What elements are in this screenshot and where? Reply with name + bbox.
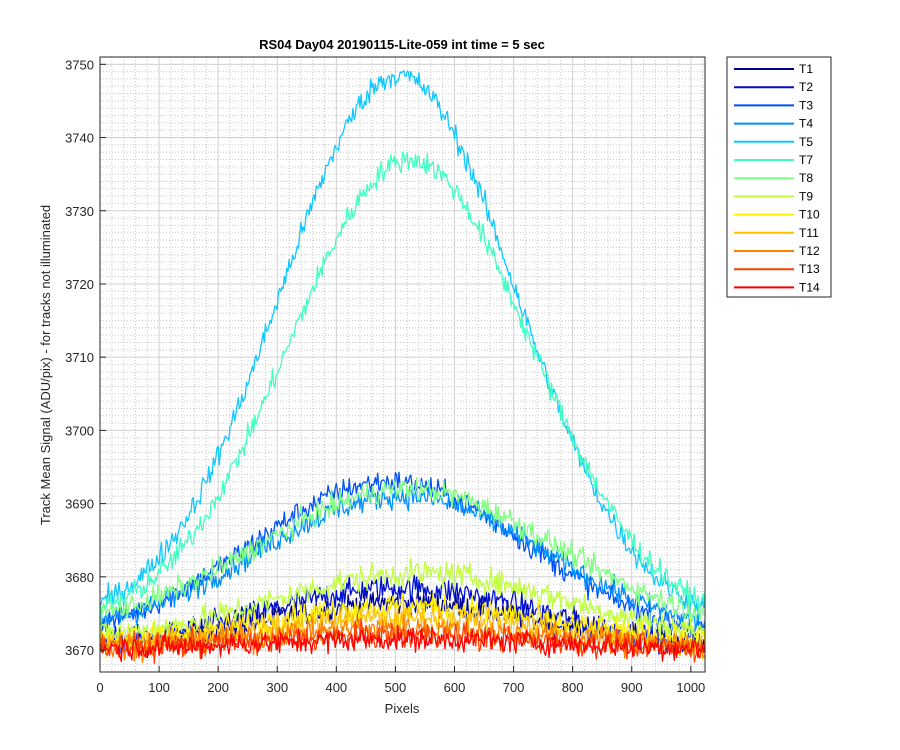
legend-label-t12: T12 [799,244,820,258]
series-line-t14 [99,624,706,663]
x-tick-label: 600 [444,680,466,695]
y-tick-label: 3720 [65,277,94,292]
series-line-t8 [99,477,706,628]
series-line-t5 [99,69,706,618]
x-tick-label: 300 [266,680,288,695]
y-tick-label: 3710 [65,350,94,365]
x-axis-label: Pixels [385,701,420,716]
x-tick-label: 200 [207,680,229,695]
x-tick-label: 400 [325,680,347,695]
legend-label-t7: T7 [799,153,813,167]
y-tick-label: 3700 [65,423,94,438]
x-tick-label: 500 [385,680,407,695]
series-line-t7 [99,151,706,619]
legend-label-t13: T13 [799,262,820,276]
plot-area: 0 100 200 300 400 500 600 700 800 900 1000 3670 368… [65,56,706,695]
legend-label-t5: T5 [799,135,813,149]
legend: T1 T2 T3 T4 T5 T7 T8 T9 T10 T11 T12 T13 T14 [726,56,832,298]
series-layer [99,69,706,665]
x-tick-label: 100 [148,680,170,695]
plot-frame [99,56,706,673]
legend-label-t4: T4 [799,117,813,131]
legend-label-t3: T3 [799,98,813,112]
legend-label-t10: T10 [799,208,820,222]
y-tick-label: 3750 [65,57,94,72]
x-tick-label: 0 [96,680,103,695]
chart-title: RS04 Day04 20190115-Lite-059 int time = … [259,37,545,52]
series-line-t11 [99,602,706,660]
legend-label-t9: T9 [799,189,813,203]
legend-label-t2: T2 [799,80,813,94]
y-axis: 3670 3680 3690 3700 3710 3720 3730 3740 3750 [65,57,106,658]
x-tick-label: 1000 [676,680,705,695]
x-tick-label: 800 [562,680,584,695]
legend-label-t14: T14 [799,280,820,294]
legend-label-t8: T8 [799,171,813,185]
y-tick-label: 3690 [65,497,94,512]
y-tick-label: 3730 [65,204,94,219]
legend-label-t11: T11 [799,226,819,240]
y-axis-label: Track Mean Signal (ADU/pix) - for tracks… [38,205,53,525]
series-line-t4 [99,486,706,631]
legend-box [726,56,832,298]
x-tick-label: 700 [503,680,525,695]
x-tick-label: 900 [621,680,643,695]
y-tick-label: 3680 [65,570,94,585]
legend-label-t1: T1 [799,62,813,76]
y-tick-label: 3740 [65,131,94,146]
series-line-t9 [99,556,706,644]
y-tick-label: 3670 [65,643,94,658]
grid [99,56,705,673]
x-axis: 0 100 200 300 400 500 600 700 800 900 1000 [96,666,705,695]
